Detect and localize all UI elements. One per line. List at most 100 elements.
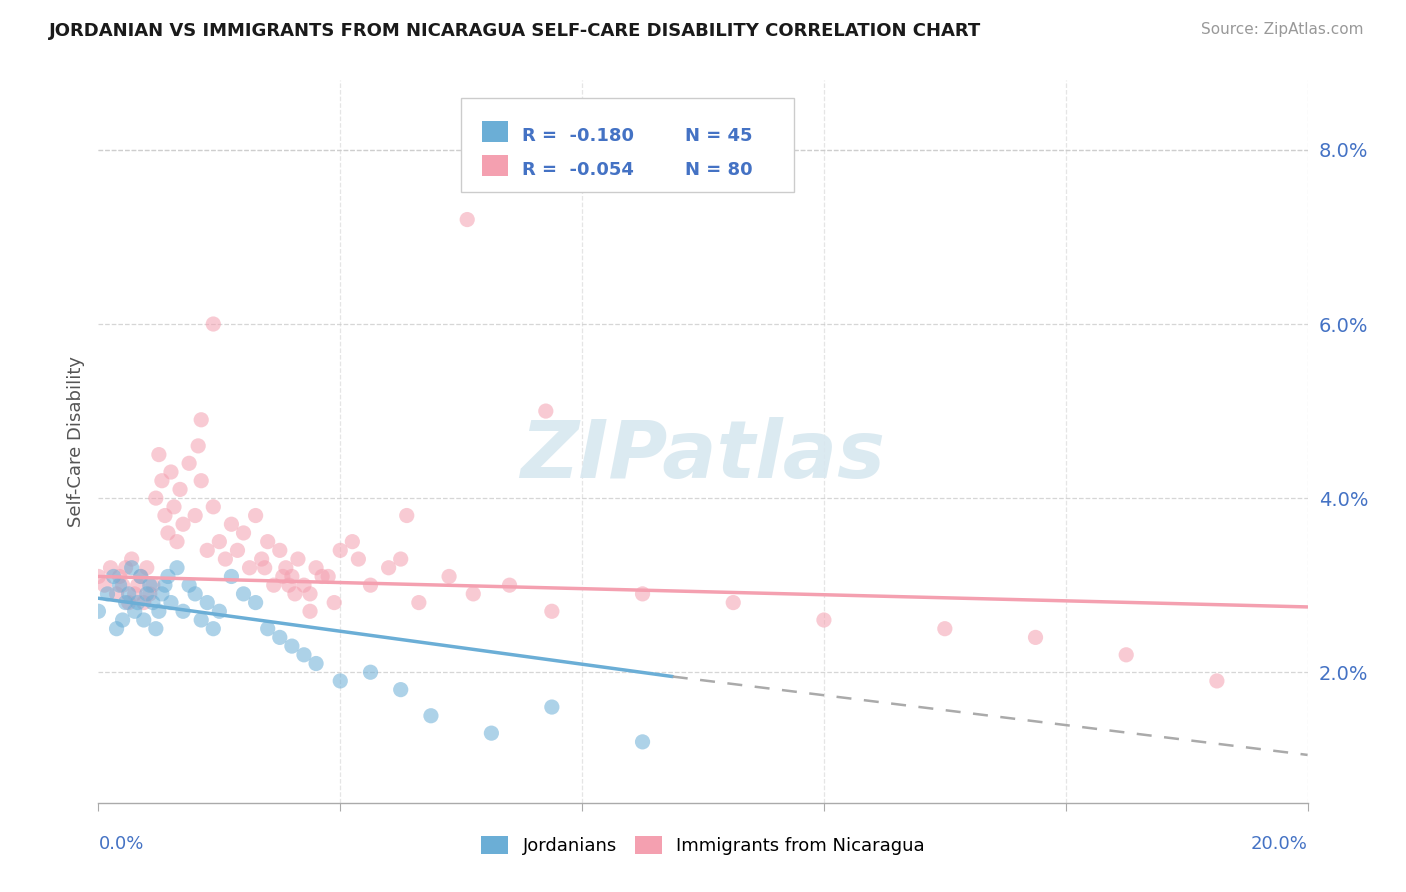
Point [166, 534, 188, 549]
Point [723, 596, 745, 610]
Point [329, 543, 352, 558]
Text: 20.0%: 20.0% [1251, 835, 1308, 854]
Point [190, 413, 212, 427]
Text: 0.0%: 0.0% [98, 835, 143, 854]
Point [195, 596, 218, 610]
Point [420, 708, 443, 723]
Point [108, 569, 131, 583]
Point [277, 578, 299, 592]
Point [142, 596, 165, 610]
Point [239, 561, 262, 575]
Point [299, 587, 322, 601]
Point [408, 596, 430, 610]
Point [156, 569, 179, 583]
Point [281, 569, 304, 583]
Text: R =  -0.180: R = -0.180 [522, 127, 634, 145]
Point [498, 578, 520, 592]
Point [437, 569, 460, 583]
Point [132, 613, 155, 627]
Point [96, 587, 118, 601]
Point [153, 508, 176, 523]
Point [111, 578, 134, 592]
Point [360, 665, 382, 680]
Point [540, 604, 562, 618]
Text: Source: ZipAtlas.com: Source: ZipAtlas.com [1201, 22, 1364, 37]
Point [129, 569, 152, 583]
Point [631, 735, 654, 749]
Point [179, 456, 201, 470]
Point [1115, 648, 1137, 662]
Point [250, 552, 273, 566]
Point [148, 604, 170, 618]
Point [190, 474, 212, 488]
Point [163, 500, 186, 514]
Point [202, 500, 225, 514]
Point [195, 543, 218, 558]
Point [813, 613, 835, 627]
Point [269, 543, 291, 558]
Point [208, 534, 231, 549]
Point [631, 587, 654, 601]
Point [292, 648, 315, 662]
Point [172, 517, 194, 532]
Point [226, 543, 249, 558]
Point [184, 508, 207, 523]
Point [179, 578, 201, 592]
Point [456, 212, 478, 227]
Point [263, 578, 285, 592]
Point [135, 587, 157, 601]
Point [150, 587, 173, 601]
Point [124, 604, 146, 618]
Point [202, 317, 225, 331]
Point [145, 491, 167, 505]
Point [256, 622, 278, 636]
Point [284, 587, 307, 601]
Point [389, 552, 412, 566]
Point [245, 596, 267, 610]
Point [184, 587, 207, 601]
Point [269, 631, 291, 645]
Y-axis label: Self-Care Disability: Self-Care Disability [66, 356, 84, 527]
Point [395, 508, 418, 523]
Point [292, 578, 315, 592]
Point [214, 552, 236, 566]
Point [245, 508, 267, 523]
Point [534, 404, 557, 418]
Point [103, 569, 125, 583]
Point [172, 604, 194, 618]
Point [299, 604, 322, 618]
Point [389, 682, 412, 697]
Point [139, 578, 162, 592]
Point [160, 596, 183, 610]
Point [105, 622, 128, 636]
Point [329, 673, 352, 688]
Point [232, 525, 254, 540]
Point [145, 622, 167, 636]
Point [169, 483, 191, 497]
Point [105, 587, 128, 601]
Point [256, 534, 278, 549]
Point [190, 613, 212, 627]
Text: N = 80: N = 80 [685, 161, 752, 179]
Point [287, 552, 309, 566]
Point [127, 596, 149, 610]
Point [111, 613, 134, 627]
Point [221, 517, 243, 532]
Point [87, 604, 110, 618]
Point [305, 561, 328, 575]
Point [271, 569, 294, 583]
Point [463, 587, 485, 601]
Point [311, 569, 333, 583]
Point [114, 596, 136, 610]
Bar [482, 121, 509, 142]
Point [139, 587, 162, 601]
Point [323, 596, 346, 610]
Point [342, 534, 364, 549]
Point [93, 578, 115, 592]
Point [150, 474, 173, 488]
Point [281, 639, 304, 653]
Point [1206, 673, 1229, 688]
Point [148, 448, 170, 462]
Point [142, 578, 165, 592]
Point [108, 578, 131, 592]
